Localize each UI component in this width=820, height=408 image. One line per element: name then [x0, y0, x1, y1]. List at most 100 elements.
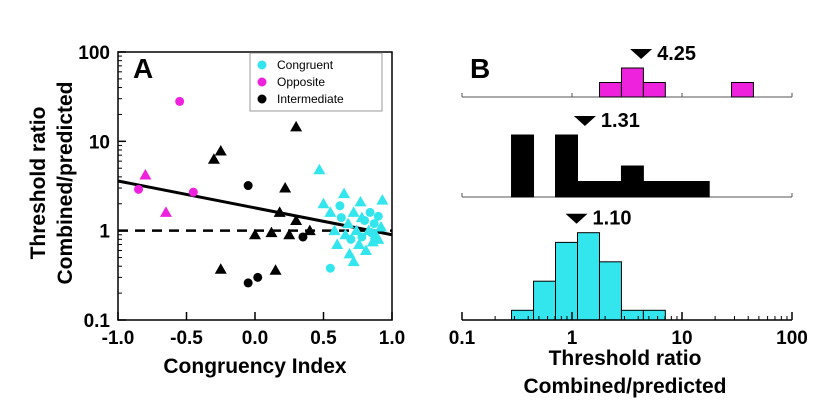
data-point-intermediate-triangle: [283, 228, 296, 240]
panel-a-points: [134, 96, 389, 288]
panel-a-x-axis: -1.0 -0.5 0.0 0.5 1.0: [102, 312, 405, 349]
data-point-opposite-circle: [134, 184, 144, 194]
histogram-bar-congruent: [642, 309, 666, 321]
data-point-congruent-triangle: [324, 206, 337, 217]
data-point-congruent-triangle: [347, 206, 360, 217]
data-point-opposite-circle: [175, 96, 185, 106]
x-tick-label: 10: [671, 328, 692, 349]
data-point-congruent-circle: [365, 207, 375, 217]
data-point-congruent-circle: [325, 263, 335, 273]
data-point-congruent-triangle: [313, 163, 326, 175]
histogram-bar-intermediate: [664, 181, 688, 198]
data-point-intermediate-triangle: [290, 120, 303, 132]
data-point-intermediate-triangle: [214, 144, 227, 156]
y-tick-label: 1: [99, 222, 110, 243]
data-point-intermediate-triangle: [207, 153, 220, 164]
data-point-congruent-triangle: [376, 194, 389, 205]
panel-a: A 0.1 1 10 100 -1.0 -0.5 0.0 0.5 1.0 Congruency…: [27, 43, 405, 378]
legend-marker-congruent: [257, 60, 267, 70]
histogram-bar-congruent: [533, 280, 557, 321]
data-point-congruent-triangle: [338, 187, 351, 199]
histogram-bar-intermediate: [555, 134, 578, 198]
panel-b-x-axis: 0.1 1 10 100: [449, 312, 808, 349]
panel-a-y-axis: 0.1 1 10 100: [78, 43, 126, 332]
data-point-congruent-circle: [369, 219, 379, 229]
histogram-bar-intermediate: [620, 165, 644, 198]
panel-a-letter: A: [133, 53, 153, 84]
x-tick-label: 0.1: [449, 328, 476, 349]
median-label-opposite: 4.25: [657, 43, 696, 65]
data-point-opposite-circle: [188, 187, 198, 197]
panel-b-x-label-line-2: Combined/predicted: [523, 375, 726, 398]
panel-b-x-label-line-1: Threshold ratio: [549, 347, 702, 370]
panel-b-letter: B: [470, 53, 490, 84]
y-tick-label: 0.1: [84, 311, 111, 332]
data-point-congruent-triangle: [347, 255, 360, 267]
x-tick-label: 0.5: [310, 328, 337, 349]
data-point-congruent-triangle: [375, 220, 388, 232]
data-point-congruent-triangle: [342, 217, 355, 229]
data-point-congruent-triangle: [317, 197, 330, 209]
data-point-intermediate-triangle: [303, 224, 316, 236]
x-tick-label: 1: [567, 328, 578, 349]
panel-a-legend: Congruent Opposite Intermediate: [249, 52, 383, 112]
data-point-congruent-triangle: [343, 247, 356, 259]
legend-label-congruent: Congruent: [277, 58, 334, 72]
legend-marker-opposite: [257, 77, 267, 87]
x-tick-label: -1.0: [102, 328, 135, 349]
histogram-bar-congruent: [598, 261, 622, 321]
data-point-congruent-triangle: [331, 238, 344, 250]
x-tick-label: -0.5: [170, 328, 203, 349]
data-point-congruent-circle: [335, 201, 345, 211]
median-marker-opposite: [630, 49, 653, 59]
histogram-bar-congruent: [576, 232, 600, 321]
histogram-bar-opposite: [730, 82, 754, 98]
data-point-intermediate-circle: [253, 272, 263, 282]
data-point-intermediate-triangle: [214, 263, 227, 274]
median-marker-intermediate: [573, 116, 596, 126]
histogram-bar-opposite: [620, 67, 644, 98]
panel-b: B 4.25 1.31 1.10 0.1 1 10 100 Threshold ratio…: [449, 43, 808, 398]
histogram-bar-intermediate: [576, 181, 600, 198]
data-point-congruent-triangle: [359, 244, 372, 255]
data-point-intermediate-triangle: [290, 214, 303, 225]
legend-box: [249, 52, 383, 112]
histogram-bar-congruent: [555, 241, 578, 321]
data-point-intermediate-triangle: [265, 226, 278, 238]
data-point-congruent-triangle: [354, 195, 367, 207]
data-point-congruent-circle: [373, 211, 383, 221]
legend-label-opposite: Opposite: [277, 75, 325, 89]
panel-a-y-label-line-1: Threshold ratio: [27, 107, 50, 260]
y-tick-label: 10: [89, 132, 110, 153]
histogram-bar-opposite: [642, 82, 666, 98]
data-point-opposite-triangle: [139, 168, 152, 180]
x-tick-label: 100: [776, 328, 808, 349]
data-point-congruent-triangle: [355, 211, 368, 223]
panel-b-histograms: 4.25 1.31 1.10: [461, 43, 793, 321]
data-point-intermediate-circle: [243, 278, 253, 288]
histogram-bar-intermediate: [511, 134, 535, 198]
median-marker-congruent: [565, 213, 588, 224]
panel-a-x-label: Congruency Index: [163, 355, 347, 378]
histogram-bar-intermediate: [686, 181, 710, 198]
data-point-congruent-triangle: [328, 224, 341, 236]
data-point-intermediate-triangle: [249, 228, 261, 240]
data-point-congruent-triangle: [350, 224, 363, 236]
panel-a-y-label-line-2: Combined/predicted: [54, 81, 77, 284]
data-point-intermediate-triangle: [273, 206, 286, 217]
legend-marker-intermediate: [257, 94, 267, 104]
data-point-congruent-circle: [346, 234, 356, 244]
histogram-bar-intermediate: [598, 181, 622, 198]
median-label-intermediate: 1.31: [601, 110, 640, 132]
data-point-opposite-triangle: [159, 206, 172, 217]
histogram-bar-opposite: [598, 82, 622, 98]
median-label-congruent: 1.10: [593, 208, 632, 230]
data-point-congruent-circle: [336, 213, 346, 223]
x-tick-label: 0.0: [242, 328, 268, 349]
data-point-congruent-triangle: [353, 238, 366, 250]
data-point-congruent-triangle: [372, 233, 385, 244]
data-point-intermediate-triangle: [269, 264, 282, 275]
panel-a-frame: [117, 51, 393, 321]
data-point-intermediate-circle: [243, 181, 253, 191]
